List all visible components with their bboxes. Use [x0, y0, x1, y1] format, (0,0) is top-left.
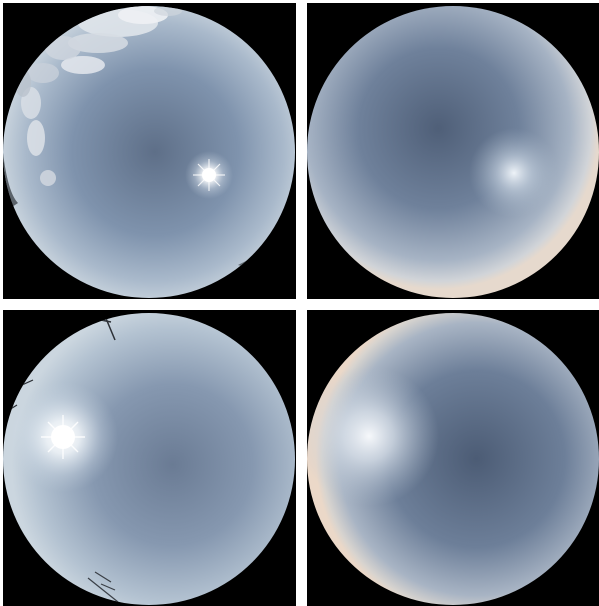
clouds: [15, 6, 182, 186]
sky-photo-panel-top-left: [3, 3, 296, 299]
sky-photo-panel-bottom-left: [3, 310, 296, 606]
fisheye-sky-photo: [3, 6, 295, 298]
antenna-bottom: [87, 571, 119, 603]
sky-render-panel-bottom-right: [307, 310, 599, 606]
sun-glow: [307, 366, 439, 506]
fisheye-sky-photo: [3, 313, 295, 605]
sky-render-panel-top-right: [307, 3, 599, 299]
fisheye-sky-render: [307, 313, 599, 605]
fisheye-sky-render: [307, 6, 599, 298]
sun-glow: [469, 128, 559, 218]
